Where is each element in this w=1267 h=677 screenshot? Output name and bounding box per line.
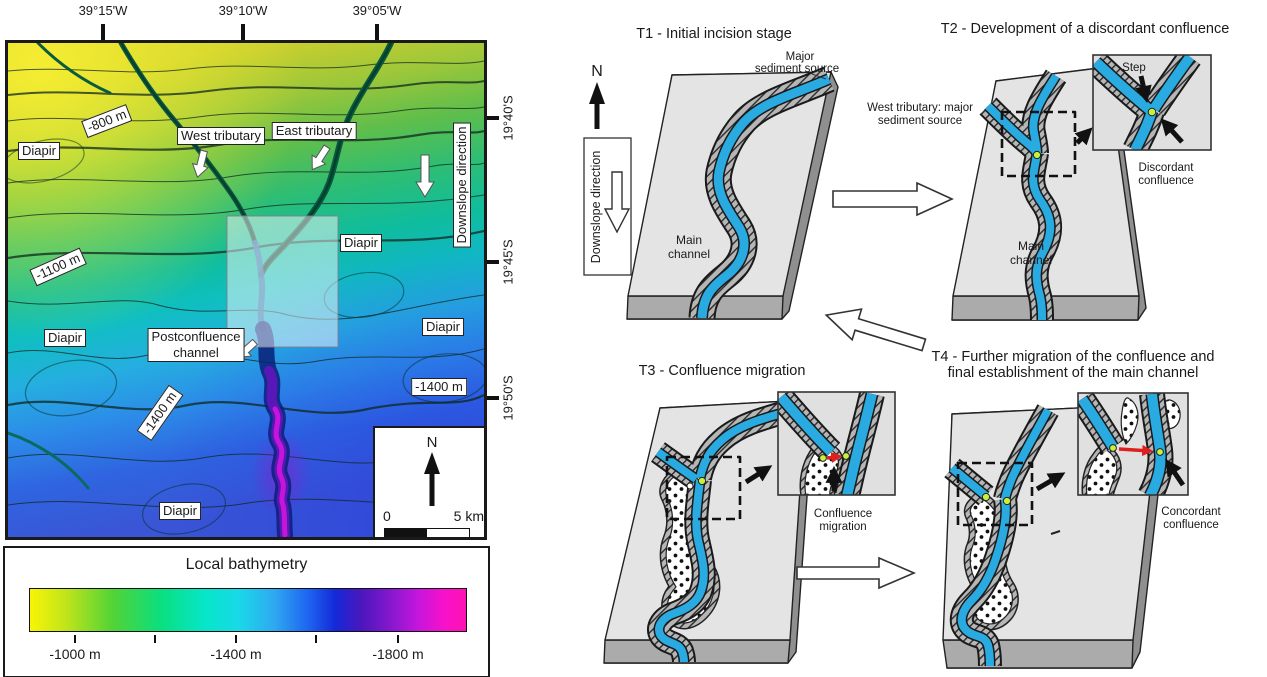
t4-concordant-line1: Concordant xyxy=(1161,506,1221,518)
colorbar-label-1800: -1800 m xyxy=(372,646,424,662)
map-label-diapir: Diapir xyxy=(18,142,60,160)
colorbar-tick xyxy=(315,635,317,643)
t2-discordant-line1: Discordant xyxy=(1139,162,1195,174)
scale-zero: 0 xyxy=(383,508,391,524)
map-label-west-tributary: West tributary xyxy=(177,127,265,145)
lon-label-2: 39°10'W xyxy=(218,3,268,18)
t4-confluence-dot xyxy=(1002,496,1012,506)
t4-dashed-box xyxy=(956,461,1034,527)
colorbar-tick xyxy=(235,635,237,643)
t2-discordant-line2: confluence xyxy=(1138,175,1194,187)
t3-inset-pointer-arrow xyxy=(744,465,773,485)
t2-step-arrow xyxy=(1135,75,1152,103)
t1-main-channel-line1: Main xyxy=(676,233,702,247)
postconfluence-deep-channel xyxy=(255,321,293,537)
north-label: N xyxy=(426,434,438,451)
lat-label-2: 19°45'S xyxy=(500,239,516,285)
t2-west-source-line2: sediment source xyxy=(878,115,962,127)
lat-tick xyxy=(487,396,499,400)
colorbar-label-1000: -1000 m xyxy=(49,646,101,662)
t1-to-t2-arrow xyxy=(832,181,954,217)
t1-title: T1 - Initial incision stage xyxy=(636,26,792,42)
study-area-box xyxy=(226,215,339,348)
map-label-diapir: Diapir xyxy=(159,502,201,520)
t1-block xyxy=(626,72,838,319)
lat-label-1: 19°40'S xyxy=(500,95,516,141)
t4-migration-arrow-red xyxy=(1118,444,1154,457)
t2-main-channel-line1: Main xyxy=(1018,239,1044,253)
scale-bar xyxy=(384,528,470,537)
diapir-outlines xyxy=(8,138,484,535)
map-annotation-arrows xyxy=(191,144,435,358)
t2-inset-confluence-dot xyxy=(1147,107,1157,117)
colorbar-tick xyxy=(74,635,76,643)
north-arrow: N xyxy=(589,63,605,129)
t2-inset-pointer-arrow xyxy=(1074,127,1093,146)
t4-title-line2: final establishment of the main channel xyxy=(948,365,1199,381)
t2-title: T2 - Development of a discordant conflue… xyxy=(941,21,1230,37)
t2-confluence-dot xyxy=(1032,150,1042,160)
t2-west-source-line1: West tributary: major xyxy=(867,102,973,114)
t3-migration-line2: migration xyxy=(819,521,866,533)
colorbar-gradient xyxy=(29,588,467,632)
east-tributary-arrow xyxy=(311,144,331,171)
north-label: N xyxy=(591,63,603,80)
colorbar-tick xyxy=(154,635,156,643)
lon-tick xyxy=(241,24,245,40)
map-label-postconfluence-channel: Postconfluence channel xyxy=(147,328,245,362)
colorbar-tick xyxy=(397,635,399,643)
lon-tick xyxy=(375,24,379,40)
map-label-diapir: Diapir xyxy=(422,318,464,336)
map-label-east-tributary: East tributary xyxy=(271,122,357,140)
map-label-diapir: Diapir xyxy=(44,329,86,347)
t4-concordant-line2: confluence xyxy=(1163,519,1219,531)
colorbar-label-1400: -1400 m xyxy=(210,646,262,662)
postconfluence-line2: channel xyxy=(173,345,219,360)
map-scale-box: N 0 5 km xyxy=(373,426,484,537)
t1-major-source-line2: sediment source xyxy=(755,63,839,75)
colorbar-panel: Local bathymetry -1000 m -1400 m -1800 m xyxy=(3,546,490,677)
t3-title: T3 - Confluence migration xyxy=(639,363,806,379)
t3-to-t4-arrow xyxy=(796,556,917,590)
lon-tick xyxy=(101,24,105,40)
map-label-diapir: Diapir xyxy=(340,234,382,252)
postconfluence-line1: Postconfluence xyxy=(151,329,241,344)
t3-confluence-dot xyxy=(697,476,707,486)
map-label-contour-1400: -1400 m xyxy=(411,378,467,396)
t1-major-source-line1: Major xyxy=(786,51,815,63)
bathymetry-map: Diapir -800 m West tributary East tribut… xyxy=(5,40,487,540)
scale-distance: 5 km xyxy=(453,508,484,524)
t3-inset: Confluence migration xyxy=(777,391,896,533)
downslope-hollow-arrow xyxy=(603,171,631,234)
downslope-label: Downslope direction xyxy=(589,151,603,264)
downslope-arrow xyxy=(415,154,435,198)
t4-inset-pointer-arrow xyxy=(1035,472,1066,492)
stages-diagram: T1 - Initial incision stage T2 - Develop… xyxy=(583,21,1230,677)
west-tributary-arrow xyxy=(191,149,210,179)
downslope-legend: Downslope direction xyxy=(583,137,632,276)
north-arrow xyxy=(424,452,440,506)
lat-tick xyxy=(487,116,499,120)
t2-discordant-arrow xyxy=(1160,118,1184,144)
t3-dashed-box xyxy=(665,455,742,521)
t2-inset: Step Discordant confluence xyxy=(1092,54,1212,187)
t4-title-line1: T4 - Further migration of the confluence… xyxy=(932,349,1215,365)
t3-migration-line1: Confluence xyxy=(814,508,872,520)
lon-label-3: 39°05'W xyxy=(352,3,402,18)
map-label-downslope-direction: Downslope direction xyxy=(453,122,471,248)
colorbar-title: Local bathymetry xyxy=(185,556,308,573)
scale-bar-fill xyxy=(385,529,427,537)
t2-main-channel-line2: channel xyxy=(1010,253,1052,267)
t1-main-channel-line2: channel xyxy=(668,247,710,261)
lon-label-1: 39°15'W xyxy=(78,3,128,18)
t4-inset: Concordant confluence xyxy=(1077,392,1222,531)
lat-label-3: 19°50'S xyxy=(500,375,516,421)
lat-tick xyxy=(487,260,499,264)
t2-step-label: Step xyxy=(1122,62,1146,74)
t3-migration-arrow-red xyxy=(826,451,843,464)
t4-concordant-arrow xyxy=(1165,458,1186,487)
t2-to-t3-arrow xyxy=(824,308,927,352)
